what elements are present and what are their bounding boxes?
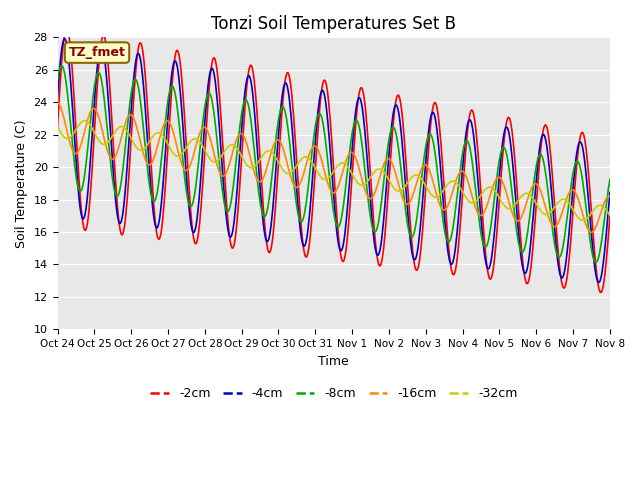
-32cm [418, 177, 426, 182]
-32cm [63, 136, 71, 142]
Title: Tonzi Soil Temperatures Set B: Tonzi Soil Temperatures Set B [211, 15, 456, 33]
-4cm [177, 100, 185, 106]
-2cm [177, 70, 185, 75]
Legend: -2cm, -4cm, -8cm, -16cm, -32cm: -2cm, -4cm, -8cm, -16cm, -32cm [145, 382, 522, 405]
-4cm [61, 36, 68, 42]
-8cm [207, 92, 214, 97]
-4cm [207, 68, 214, 74]
-4cm [402, 183, 410, 189]
-32cm [122, 126, 129, 132]
-32cm [81, 118, 88, 123]
-16cm [63, 131, 71, 136]
-2cm [418, 238, 426, 243]
-4cm [595, 279, 602, 285]
-32cm [54, 124, 61, 130]
-2cm [122, 218, 129, 224]
Line: -16cm: -16cm [58, 102, 610, 232]
-16cm [417, 167, 425, 173]
-32cm [177, 152, 185, 157]
-8cm [592, 260, 600, 265]
-2cm [606, 213, 614, 219]
-16cm [54, 99, 61, 105]
-16cm [177, 157, 184, 163]
-8cm [54, 77, 61, 83]
-32cm [579, 217, 587, 223]
Line: -4cm: -4cm [58, 39, 610, 282]
-4cm [418, 208, 426, 214]
-4cm [65, 53, 72, 59]
-16cm [588, 229, 595, 235]
Line: -2cm: -2cm [58, 28, 610, 292]
Line: -8cm: -8cm [58, 66, 610, 263]
-16cm [206, 134, 214, 140]
-4cm [606, 190, 614, 195]
-8cm [418, 175, 426, 180]
X-axis label: Time: Time [318, 355, 349, 368]
-16cm [606, 193, 614, 199]
-32cm [402, 183, 410, 189]
-2cm [402, 154, 410, 159]
-32cm [207, 156, 214, 162]
-8cm [177, 142, 185, 147]
-2cm [65, 29, 72, 35]
Text: TZ_fmet: TZ_fmet [68, 46, 125, 59]
-8cm [58, 63, 65, 69]
-8cm [65, 98, 72, 104]
-2cm [54, 124, 61, 130]
-8cm [122, 145, 129, 151]
-4cm [122, 189, 129, 195]
-2cm [597, 289, 605, 295]
-8cm [606, 176, 614, 182]
-16cm [401, 200, 409, 205]
Y-axis label: Soil Temperature (C): Soil Temperature (C) [15, 119, 28, 248]
-8cm [402, 207, 410, 213]
-16cm [120, 123, 128, 129]
Line: -32cm: -32cm [58, 120, 610, 220]
-4cm [54, 93, 61, 99]
-2cm [63, 25, 70, 31]
-2cm [207, 72, 214, 77]
-32cm [606, 213, 614, 219]
